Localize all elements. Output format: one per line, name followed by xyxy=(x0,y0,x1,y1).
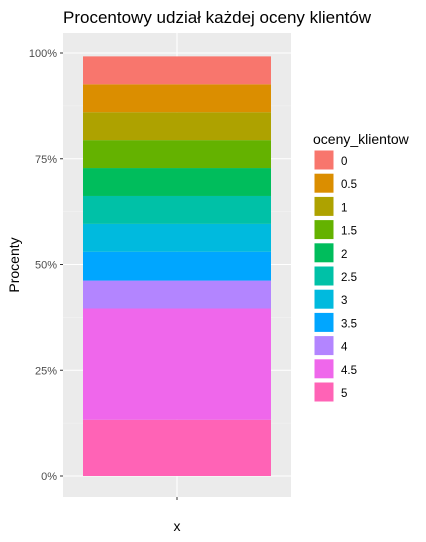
bar-segment-2-5 xyxy=(83,195,271,224)
bar-segment-4 xyxy=(83,280,271,309)
bar-stack xyxy=(83,56,271,476)
legend-label: 4 xyxy=(341,342,348,354)
legend-key xyxy=(313,288,335,310)
bar-segment-4-5 xyxy=(83,308,271,420)
legend-label: 5 xyxy=(341,388,347,400)
legend-key xyxy=(313,381,335,403)
bar-segment-0-5 xyxy=(83,84,271,113)
legend-label: 0.5 xyxy=(341,179,357,191)
legend-key xyxy=(313,311,335,333)
legend-key xyxy=(313,265,335,287)
bar-segment-1 xyxy=(83,112,271,141)
y-tick-label: 0% xyxy=(41,471,57,483)
y-tick-label: 100% xyxy=(29,48,57,60)
legend-key xyxy=(313,149,335,171)
legend-label: 1 xyxy=(341,202,347,214)
y-tick-label: 50% xyxy=(35,260,57,272)
legend-label: 4.5 xyxy=(341,365,357,377)
legend: oceny_klientow 0 0.5 1 1.5 2 2.5 3 3.5 4 4.5 5 xyxy=(313,131,410,403)
legend-label: 2 xyxy=(341,249,347,261)
y-tick-label: 75% xyxy=(35,154,57,166)
legend-key xyxy=(313,242,335,264)
legend-label: 1.5 xyxy=(341,226,357,238)
legend-key xyxy=(313,195,335,217)
legend-label: 2.5 xyxy=(341,272,357,284)
bar-segment-5 xyxy=(83,419,271,476)
bar-segment-3-5 xyxy=(83,251,271,281)
legend-key xyxy=(313,358,335,380)
chart-title: Procentowy udział każdej oceny klientów xyxy=(63,8,372,27)
y-tick-label: 25% xyxy=(35,365,57,377)
bar-segment-2 xyxy=(83,168,271,196)
bar-segment-3 xyxy=(83,223,271,252)
y-axis: 0% 25% 50% 75% 100% xyxy=(29,48,63,483)
legend-label: 3.5 xyxy=(341,318,357,330)
legend-key xyxy=(313,172,335,194)
x-axis-title: x xyxy=(174,518,181,534)
bar-segment-0 xyxy=(83,56,271,85)
y-axis-title: Procenty xyxy=(6,237,22,292)
legend-title: oceny_klientow xyxy=(313,131,410,147)
legend-key xyxy=(313,219,335,241)
legend-key xyxy=(313,335,335,357)
legend-label: 0 xyxy=(341,156,347,168)
legend-label: 3 xyxy=(341,295,347,307)
bar-segment-1-5 xyxy=(83,140,271,169)
